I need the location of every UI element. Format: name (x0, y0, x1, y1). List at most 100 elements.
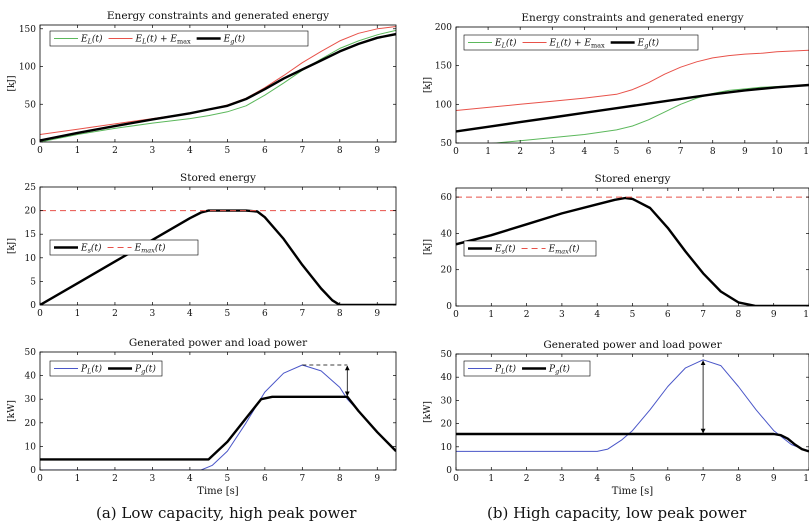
legend-label: EL(t) (494, 38, 517, 50)
x-tick-label: 3 (150, 474, 156, 484)
x-tick-label: 7 (678, 147, 684, 157)
x-tick-label: 0 (37, 309, 43, 319)
y-axis-label: [kJ] (423, 77, 433, 93)
legend-label: PL(t) (80, 364, 103, 376)
x-tick-label: 11 (803, 147, 809, 157)
legend-label: EL(t) + Emax (135, 34, 191, 46)
series-line-e-l-t- (491, 84, 809, 143)
x-tick-label: 6 (646, 147, 652, 157)
x-tick-label: 4 (581, 147, 587, 157)
y-tick-label: 30 (25, 395, 37, 405)
y-tick-label: 200 (435, 23, 452, 33)
x-tick-label: 9 (374, 309, 380, 319)
y-tick-label: 40 (441, 229, 453, 239)
y-tick-label: 0 (30, 301, 36, 311)
chart-title: Stored energy (595, 173, 671, 185)
x-tick-label: 3 (559, 310, 565, 320)
caption-left: (a) Low capacity, high peak power (96, 504, 357, 522)
legend-label: Es(t) (494, 244, 516, 256)
chart-a1: Energy constraints and generated energy 0… (7, 10, 397, 156)
series-group (40, 209, 396, 305)
y-tick-label: 0 (446, 302, 452, 312)
legend-label: Eg(t) (637, 38, 660, 50)
y-tick-label: 0 (446, 466, 452, 476)
x-tick-label: 7 (299, 474, 305, 484)
chart-b2: Stored energy 0 1 2 3 4 5 6 7 8 9 10 0 20 40 60 [kJ] Es(t… (423, 173, 809, 320)
y-tick-label: 50 (441, 350, 453, 360)
caption-right: (b) High capacity, low peak power (487, 504, 747, 522)
legend: PL(t) Pg(t) (463, 360, 591, 377)
x-tick-label: 8 (337, 474, 343, 484)
chart-title: Energy constraints and generated energy (521, 12, 743, 24)
x-tick-label: 5 (630, 474, 636, 484)
series-group (456, 359, 809, 453)
y-tick-label: 0 (30, 138, 36, 148)
series-group (456, 196, 809, 306)
legend-box (463, 240, 597, 257)
x-tick-label: 10 (803, 310, 809, 320)
chart-title: Generated power and load power (543, 339, 722, 351)
y-tick-label: 50 (441, 139, 453, 149)
y-tick-label: 5 (30, 277, 36, 287)
x-tick-label: 8 (736, 310, 742, 320)
y-tick-label: 30 (441, 396, 453, 406)
y-tick-label: 10 (441, 443, 453, 453)
chart-title: Energy constraints and generated energy (107, 10, 329, 22)
legend-box (49, 360, 163, 377)
legend-box (463, 34, 699, 51)
x-tick-label: 6 (665, 474, 671, 484)
x-tick-label: 1 (488, 474, 494, 484)
y-tick-label: 25 (25, 183, 37, 193)
legend-label: Pg(t) (548, 364, 570, 376)
y-tick-label: 10 (25, 442, 37, 452)
x-axis-label: Time [s] (197, 486, 238, 497)
y-axis-label: [kW] (7, 400, 17, 422)
x-tick-label: 7 (700, 474, 706, 484)
y-tick-label: 50 (25, 348, 37, 358)
x-tick-label: 6 (262, 474, 268, 484)
x-tick-label: 3 (150, 146, 156, 156)
series-group (456, 49, 809, 143)
y-tick-label: 0 (30, 466, 36, 476)
y-axis-label: [kJ] (423, 239, 433, 255)
y-tick-label: 15 (25, 230, 37, 240)
plot-frame (39, 24, 397, 143)
x-tick-label: 10 (771, 147, 783, 157)
x-tick-label: 4 (187, 309, 193, 319)
x-tick-label: 9 (374, 146, 380, 156)
y-tick-label: 40 (25, 372, 37, 382)
series-line-p-l-t- (456, 359, 809, 452)
series-line-e-g-t- (40, 32, 396, 142)
y-tick-label: 20 (441, 266, 453, 276)
series-line-p-g-t- (456, 432, 809, 453)
y-tick-label: 20 (25, 419, 37, 429)
series-line-e-s-t- (40, 209, 396, 305)
x-tick-label: 9 (771, 474, 777, 484)
y-tick-label: 100 (19, 63, 36, 73)
y-axis-label: [kJ] (7, 75, 17, 91)
x-tick-label: 1 (75, 474, 81, 484)
legend-label: Eg(t) (223, 34, 246, 46)
x-tick-label: 4 (187, 146, 193, 156)
y-tick-label: 50 (25, 100, 37, 110)
plot-frame (455, 26, 809, 144)
legend: Es(t) Emax(t) (49, 239, 199, 256)
x-tick-label: 8 (736, 474, 742, 484)
x-tick-label: 1 (75, 309, 81, 319)
legend-label: Es(t) (80, 243, 102, 255)
legend: EL(t) EL(t) + Emax Eg(t) (49, 30, 309, 47)
x-tick-label: 9 (771, 310, 777, 320)
chart-b1: Energy constraints and generated energy 0… (423, 12, 809, 157)
y-tick-label: 150 (19, 25, 36, 35)
x-tick-label: 6 (262, 146, 268, 156)
x-tick-label: 0 (37, 474, 43, 484)
series-line-e-l-t- (40, 29, 396, 142)
x-tick-label: 5 (225, 309, 231, 319)
x-tick-label: 0 (453, 147, 459, 157)
x-axis-label: Time [s] (612, 486, 653, 497)
x-tick-label: 9 (742, 147, 748, 157)
chart-a2: Stored energy 0 1 2 3 4 5 6 7 8 9 0 5 10 15 20 25 [kJ] Es(… (7, 172, 397, 319)
x-tick-label: 3 (150, 309, 156, 319)
legend-label: PL(t) (494, 364, 517, 376)
